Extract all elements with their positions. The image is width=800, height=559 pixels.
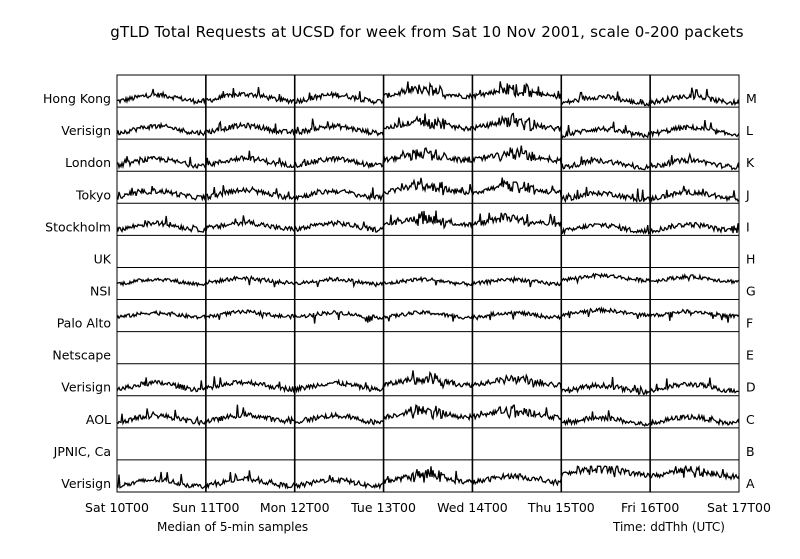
- row-letter: M: [746, 91, 757, 106]
- footnote-left: Median of 5-min samples: [157, 520, 308, 534]
- row-letter: A: [746, 476, 755, 491]
- row-label: Netscape: [52, 348, 111, 363]
- series-line: [116, 112, 740, 139]
- chart-title: gTLD Total Requests at UCSD for week fro…: [110, 23, 743, 41]
- series-line: [116, 403, 740, 428]
- series-line: [116, 272, 740, 289]
- row-letter: E: [746, 348, 754, 363]
- x-tick-label: Thu 15T00: [527, 500, 595, 515]
- x-tick-label: Wed 14T00: [437, 500, 508, 515]
- row-letter: K: [746, 155, 755, 170]
- row-label: Verisign: [61, 123, 111, 138]
- x-tick-label: Fri 16T00: [621, 500, 679, 515]
- row-letter: F: [746, 316, 753, 331]
- plot-frame: [116, 74, 740, 493]
- row-letter: G: [746, 284, 756, 299]
- day-gridlines: [205, 75, 651, 492]
- row-letter: I: [746, 219, 750, 234]
- row-label: Verisign: [61, 476, 111, 491]
- series-line: [117, 81, 740, 107]
- series-traces: [116, 81, 740, 493]
- series-line: [116, 370, 740, 396]
- row-label: Stockholm: [45, 219, 111, 234]
- footnote-right: Time: ddThh (UTC): [612, 520, 725, 534]
- series-line: [116, 177, 740, 204]
- series-line: [116, 210, 740, 236]
- x-tick-labels: Sat 10T00 Sun 11T00 Mon 12T00 Tue 13T00 Wed …: [85, 500, 771, 515]
- series-line: [116, 305, 740, 324]
- x-tick-label: Mon 12T00: [260, 500, 330, 515]
- row-label: AOL: [86, 412, 111, 427]
- row-label: NSI: [90, 284, 111, 299]
- x-tick-label: Tue 13T00: [350, 500, 416, 515]
- row-label: London: [65, 155, 111, 170]
- row-letter: L: [746, 123, 753, 138]
- x-tick-label: Sat 10T00: [85, 500, 149, 515]
- series-line: [116, 464, 740, 490]
- row-label: Tokyo: [75, 187, 111, 202]
- row-label: Verisign: [61, 380, 111, 395]
- row-label: JPNIC, Ca: [53, 444, 111, 459]
- x-tick-label: Sun 11T00: [172, 500, 239, 515]
- row-label: UK: [94, 251, 112, 266]
- row-label: Palo Alto: [57, 316, 111, 331]
- row-letter: B: [746, 444, 755, 459]
- row-letter: J: [745, 187, 750, 202]
- x-tick-label: Sat 17T00: [707, 500, 771, 515]
- series-line: [116, 145, 740, 171]
- row-labels-right: M L K J I H G F E D C B A: [745, 91, 757, 491]
- row-labels-left: Hong Kong Verisign London Tokyo Stockholm UK N…: [43, 91, 112, 491]
- row-letter: H: [746, 251, 755, 266]
- row-letter: D: [746, 380, 756, 395]
- row-label: Hong Kong: [43, 91, 111, 106]
- row-letter: C: [746, 412, 755, 427]
